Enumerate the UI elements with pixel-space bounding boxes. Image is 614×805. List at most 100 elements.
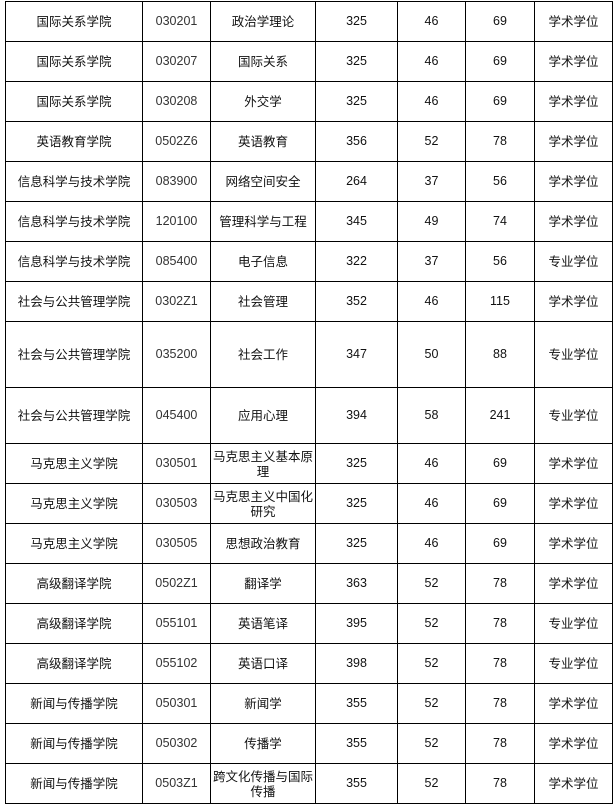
table-row: 社会与公共管理学院 035200 社会工作 347 50 88 专业学位: [5, 321, 613, 388]
major-code-cell: 030503: [142, 483, 211, 524]
college-cell: 高级翻译学院: [5, 563, 143, 604]
major-code-cell: 035200: [142, 321, 211, 388]
degree-type-cell: 学术学位: [534, 161, 613, 202]
total-score-cell: 347: [315, 321, 398, 388]
major-code-cell: 055101: [142, 603, 211, 644]
single-subject-150-cell: 69: [465, 443, 535, 484]
college-cell: 新闻与传播学院: [5, 683, 143, 724]
total-score-cell: 398: [315, 643, 398, 684]
major-code-cell: 050301: [142, 683, 211, 724]
college-cell: 新闻与传播学院: [5, 763, 143, 804]
single-subject-150-cell: 69: [465, 81, 535, 122]
degree-type-cell: 专业学位: [534, 241, 613, 282]
single-subject-100-cell: 52: [397, 683, 466, 724]
single-subject-100-cell: 46: [397, 483, 466, 524]
table-row: 信息科学与技术学院 085400 电子信息 322 37 56 专业学位: [5, 241, 613, 282]
degree-type-cell: 学术学位: [534, 443, 613, 484]
table-row: 英语教育学院 0502Z6 英语教育 356 52 78 学术学位: [5, 121, 613, 162]
college-cell: 社会与公共管理学院: [5, 321, 143, 388]
single-subject-100-cell: 46: [397, 81, 466, 122]
major-code-cell: 030201: [142, 1, 211, 42]
degree-type-cell: 学术学位: [534, 723, 613, 764]
table-row: 国际关系学院 030201 政治学理论 325 46 69 学术学位: [5, 1, 613, 42]
major-name-cell: 传播学: [210, 723, 316, 764]
degree-type-cell: 学术学位: [534, 1, 613, 42]
single-subject-150-cell: 78: [465, 643, 535, 684]
college-cell: 高级翻译学院: [5, 603, 143, 644]
college-cell: 马克思主义学院: [5, 483, 143, 524]
single-subject-150-cell: 78: [465, 723, 535, 764]
degree-type-cell: 学术学位: [534, 523, 613, 564]
college-cell: 高级翻译学院: [5, 643, 143, 684]
single-subject-150-cell: 78: [465, 603, 535, 644]
total-score-cell: 394: [315, 387, 398, 444]
major-code-cell: 030501: [142, 443, 211, 484]
degree-type-cell: 学术学位: [534, 683, 613, 724]
total-score-cell: 325: [315, 483, 398, 524]
single-subject-150-cell: 78: [465, 683, 535, 724]
single-subject-100-cell: 46: [397, 523, 466, 564]
total-score-cell: 264: [315, 161, 398, 202]
total-score-cell: 325: [315, 523, 398, 564]
major-code-cell: 085400: [142, 241, 211, 282]
single-subject-100-cell: 52: [397, 723, 466, 764]
major-name-cell: 国际关系: [210, 41, 316, 82]
major-code-cell: 0502Z1: [142, 563, 211, 604]
major-code-cell: 0503Z1: [142, 763, 211, 804]
table-row: 社会与公共管理学院 045400 应用心理 394 58 241 专业学位: [5, 387, 613, 444]
table-row: 马克思主义学院 030501 马克思主义基本原理 325 46 69 学术学位: [5, 443, 613, 484]
college-cell: 社会与公共管理学院: [5, 387, 143, 444]
single-subject-100-cell: 52: [397, 603, 466, 644]
major-code-cell: 055102: [142, 643, 211, 684]
major-name-cell: 外交学: [210, 81, 316, 122]
single-subject-100-cell: 52: [397, 643, 466, 684]
single-subject-100-cell: 58: [397, 387, 466, 444]
table-row: 马克思主义学院 030505 思想政治教育 325 46 69 学术学位: [5, 523, 613, 564]
total-score-cell: 325: [315, 1, 398, 42]
major-name-cell: 翻译学: [210, 563, 316, 604]
total-score-cell: 363: [315, 563, 398, 604]
college-cell: 国际关系学院: [5, 41, 143, 82]
single-subject-150-cell: 78: [465, 763, 535, 804]
single-subject-150-cell: 78: [465, 121, 535, 162]
table-row: 社会与公共管理学院 0302Z1 社会管理 352 46 115 学术学位: [5, 281, 613, 322]
total-score-cell: 355: [315, 723, 398, 764]
single-subject-100-cell: 37: [397, 161, 466, 202]
single-subject-100-cell: 46: [397, 1, 466, 42]
single-subject-150-cell: 69: [465, 523, 535, 564]
total-score-cell: 355: [315, 683, 398, 724]
single-subject-150-cell: 56: [465, 161, 535, 202]
major-code-cell: 050302: [142, 723, 211, 764]
total-score-cell: 325: [315, 81, 398, 122]
table-row: 信息科学与技术学院 083900 网络空间安全 264 37 56 学术学位: [5, 161, 613, 202]
single-subject-150-cell: 241: [465, 387, 535, 444]
table-row: 新闻与传播学院 0503Z1 跨文化传播与国际传播 355 52 78 学术学位: [5, 763, 613, 804]
degree-type-cell: 学术学位: [534, 483, 613, 524]
degree-type-cell: 学术学位: [534, 763, 613, 804]
table-row: 新闻与传播学院 050301 新闻学 355 52 78 学术学位: [5, 683, 613, 724]
major-code-cell: 083900: [142, 161, 211, 202]
major-code-cell: 120100: [142, 201, 211, 242]
major-code-cell: 0302Z1: [142, 281, 211, 322]
major-name-cell: 管理科学与工程: [210, 201, 316, 242]
major-code-cell: 0502Z6: [142, 121, 211, 162]
major-name-cell: 英语口译: [210, 643, 316, 684]
total-score-cell: 352: [315, 281, 398, 322]
college-cell: 社会与公共管理学院: [5, 281, 143, 322]
college-cell: 英语教育学院: [5, 121, 143, 162]
total-score-cell: 325: [315, 443, 398, 484]
major-name-cell: 电子信息: [210, 241, 316, 282]
single-subject-150-cell: 78: [465, 563, 535, 604]
degree-type-cell: 专业学位: [534, 603, 613, 644]
degree-type-cell: 专业学位: [534, 387, 613, 444]
single-subject-150-cell: 69: [465, 41, 535, 82]
college-cell: 信息科学与技术学院: [5, 201, 143, 242]
college-cell: 国际关系学院: [5, 81, 143, 122]
major-code-cell: 030207: [142, 41, 211, 82]
major-name-cell: 马克思主义基本原理: [210, 443, 316, 484]
major-name-cell: 应用心理: [210, 387, 316, 444]
major-code-cell: 045400: [142, 387, 211, 444]
table-row: 新闻与传播学院 050302 传播学 355 52 78 学术学位: [5, 723, 613, 764]
single-subject-150-cell: 115: [465, 281, 535, 322]
single-subject-150-cell: 74: [465, 201, 535, 242]
